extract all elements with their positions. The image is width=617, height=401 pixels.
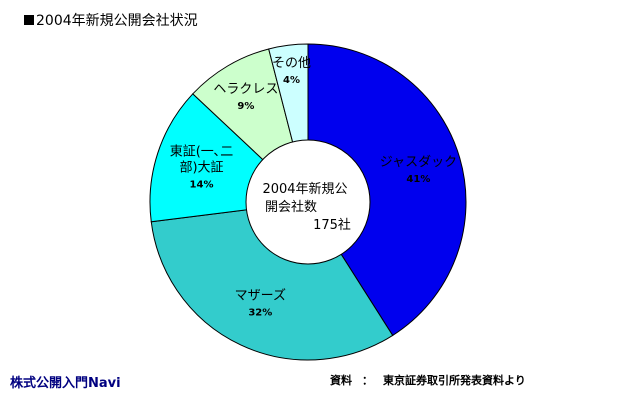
pie-slice-1: [307, 43, 467, 337]
title-marker: [24, 15, 34, 25]
slice-percent-2: 32%: [248, 307, 272, 318]
source-note: 資料 ： 東京証券取引所発表資料より: [330, 372, 526, 388]
source-separator: ：: [362, 374, 373, 387]
source-text: 東京証券取引所発表資料より: [383, 374, 526, 387]
brand-label: 株式公開入門Navi: [10, 376, 121, 391]
slice-labels-group: ジャスダック 41% マザーズ 32% 東証(一､二部)大証 14% ヘラクレス 9% その他 4…: [170, 56, 457, 318]
slice-percent-3: 14%: [190, 179, 214, 190]
slice-label-4: ヘラクレス: [213, 82, 278, 97]
slice-percent-5: 4%: [283, 75, 300, 86]
chart-title: 2004年新規公開会社状況: [24, 10, 198, 30]
center-label-line-3: 175社: [313, 217, 351, 233]
chart-title-text: 2004年新規公開会社状況: [36, 13, 198, 29]
center-label-line-1: 2004年新規公: [262, 181, 347, 197]
donut-hole: [245, 139, 371, 265]
slice-percent-1: 41%: [406, 174, 430, 185]
slice-percent-4: 9%: [237, 101, 254, 112]
source-label: 資料: [330, 374, 352, 387]
center-label: 2004年新規公 開会社数 175社: [262, 181, 350, 233]
slice-label-1: ジャスダック: [380, 155, 457, 170]
slice-label-3-line-1: 東証(一､二: [170, 143, 234, 159]
slice-label-2: マザーズ: [235, 287, 286, 303]
center-label-line-2: 開会社数: [265, 199, 317, 215]
slice-label-5: その他: [272, 56, 311, 71]
slice-label-3-line-2: 部)大証: [179, 160, 223, 175]
